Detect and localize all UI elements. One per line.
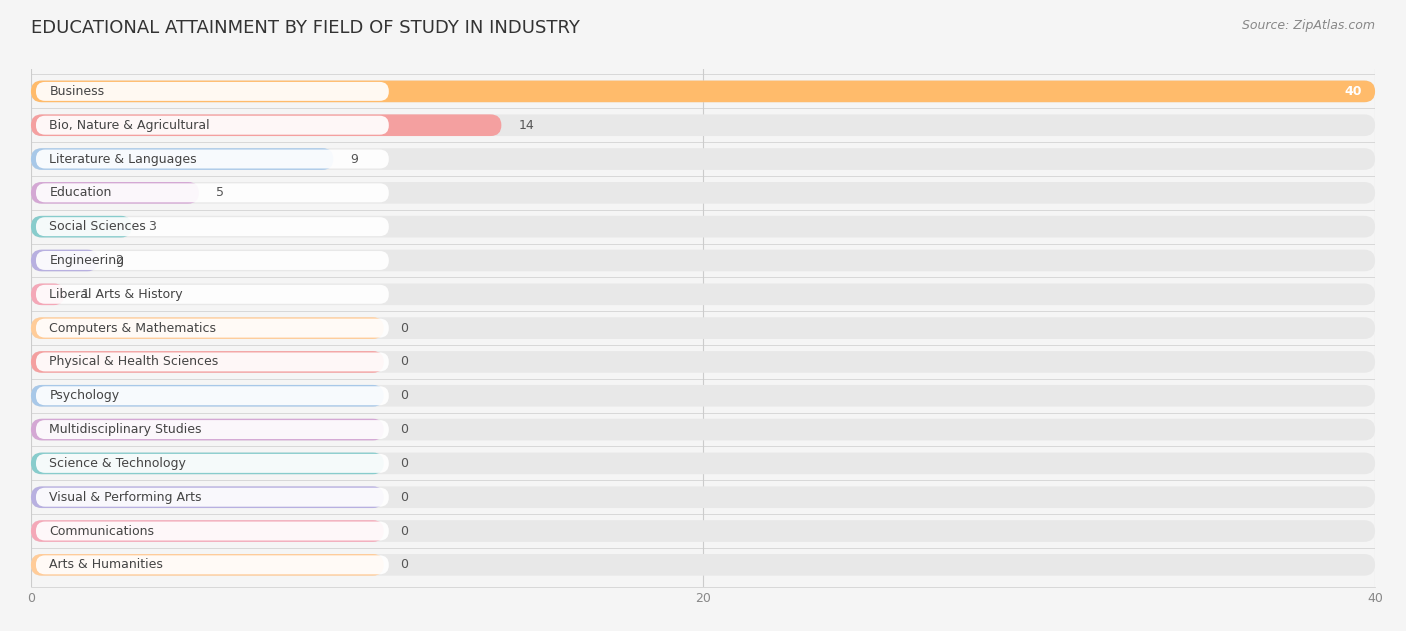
Text: Science & Technology: Science & Technology (49, 457, 186, 470)
FancyBboxPatch shape (37, 353, 389, 372)
Text: Arts & Humanities: Arts & Humanities (49, 558, 163, 571)
Text: 9: 9 (350, 153, 359, 165)
Text: Literature & Languages: Literature & Languages (49, 153, 197, 165)
FancyBboxPatch shape (37, 217, 389, 236)
FancyBboxPatch shape (37, 285, 389, 304)
Text: 40: 40 (1344, 85, 1361, 98)
FancyBboxPatch shape (37, 386, 389, 405)
FancyBboxPatch shape (31, 554, 384, 575)
FancyBboxPatch shape (31, 487, 1375, 508)
FancyBboxPatch shape (31, 81, 1375, 102)
FancyBboxPatch shape (31, 283, 1375, 305)
Text: Source: ZipAtlas.com: Source: ZipAtlas.com (1241, 19, 1375, 32)
Text: 2: 2 (115, 254, 122, 267)
Text: Communications: Communications (49, 524, 155, 538)
Text: Engineering: Engineering (49, 254, 125, 267)
FancyBboxPatch shape (31, 351, 1375, 373)
Text: Business: Business (49, 85, 104, 98)
FancyBboxPatch shape (31, 317, 384, 339)
FancyBboxPatch shape (31, 317, 1375, 339)
Text: 1: 1 (82, 288, 89, 301)
Text: Bio, Nature & Agricultural: Bio, Nature & Agricultural (49, 119, 209, 132)
Text: 0: 0 (401, 491, 409, 504)
FancyBboxPatch shape (37, 488, 389, 507)
Text: Liberal Arts & History: Liberal Arts & History (49, 288, 183, 301)
FancyBboxPatch shape (31, 182, 1375, 204)
FancyBboxPatch shape (31, 487, 384, 508)
FancyBboxPatch shape (31, 250, 98, 271)
Text: 0: 0 (401, 423, 409, 436)
Text: Social Sciences: Social Sciences (49, 220, 146, 233)
FancyBboxPatch shape (31, 385, 384, 406)
FancyBboxPatch shape (37, 150, 389, 168)
Text: 0: 0 (401, 558, 409, 571)
FancyBboxPatch shape (31, 148, 333, 170)
FancyBboxPatch shape (31, 114, 1375, 136)
FancyBboxPatch shape (31, 520, 384, 542)
FancyBboxPatch shape (31, 351, 384, 373)
FancyBboxPatch shape (31, 283, 65, 305)
FancyBboxPatch shape (31, 419, 1375, 440)
FancyBboxPatch shape (37, 319, 389, 338)
FancyBboxPatch shape (31, 148, 1375, 170)
FancyBboxPatch shape (31, 452, 384, 475)
Text: 14: 14 (519, 119, 534, 132)
Text: Psychology: Psychology (49, 389, 120, 402)
FancyBboxPatch shape (37, 420, 389, 439)
Text: Physical & Health Sciences: Physical & Health Sciences (49, 355, 219, 369)
Text: Computers & Mathematics: Computers & Mathematics (49, 322, 217, 334)
FancyBboxPatch shape (37, 115, 389, 134)
Text: 0: 0 (401, 524, 409, 538)
FancyBboxPatch shape (37, 454, 389, 473)
FancyBboxPatch shape (31, 419, 384, 440)
Text: Education: Education (49, 186, 112, 199)
Text: EDUCATIONAL ATTAINMENT BY FIELD OF STUDY IN INDUSTRY: EDUCATIONAL ATTAINMENT BY FIELD OF STUDY… (31, 19, 579, 37)
FancyBboxPatch shape (31, 250, 1375, 271)
FancyBboxPatch shape (31, 216, 1375, 237)
Text: Multidisciplinary Studies: Multidisciplinary Studies (49, 423, 202, 436)
Text: 0: 0 (401, 457, 409, 470)
Text: 0: 0 (401, 322, 409, 334)
FancyBboxPatch shape (31, 385, 1375, 406)
FancyBboxPatch shape (31, 81, 1375, 102)
FancyBboxPatch shape (37, 184, 389, 203)
Text: 0: 0 (401, 355, 409, 369)
FancyBboxPatch shape (37, 555, 389, 574)
FancyBboxPatch shape (31, 216, 132, 237)
Text: 3: 3 (149, 220, 156, 233)
FancyBboxPatch shape (31, 554, 1375, 575)
FancyBboxPatch shape (31, 114, 502, 136)
Text: Visual & Performing Arts: Visual & Performing Arts (49, 491, 202, 504)
FancyBboxPatch shape (31, 182, 200, 204)
FancyBboxPatch shape (37, 251, 389, 270)
Text: 0: 0 (401, 389, 409, 402)
Text: 5: 5 (215, 186, 224, 199)
FancyBboxPatch shape (31, 520, 1375, 542)
FancyBboxPatch shape (31, 452, 1375, 475)
FancyBboxPatch shape (37, 82, 389, 101)
FancyBboxPatch shape (37, 522, 389, 541)
